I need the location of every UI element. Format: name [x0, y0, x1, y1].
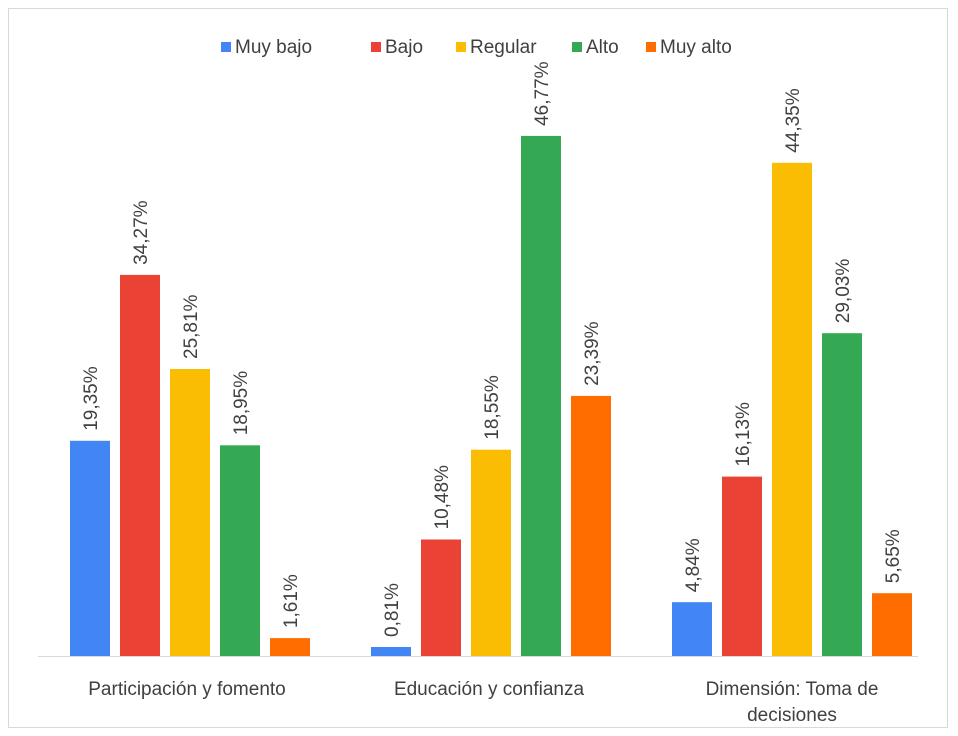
- legend-swatch-regular: [456, 42, 466, 52]
- bar-bajo-1: [120, 274, 160, 656]
- legend-swatch-muy-bajo: [221, 42, 231, 52]
- data-label-regular-2: 18,55%: [482, 375, 503, 440]
- legend-swatch-alto: [572, 42, 582, 52]
- data-label-regular-1: 25,81%: [181, 294, 202, 359]
- data-label-muy-alto-1: 1,61%: [281, 574, 302, 628]
- data-label-bajo-1: 34,27%: [131, 200, 152, 265]
- data-label-muy-alto-2: 23,39%: [582, 321, 603, 386]
- chart-frame: Muy bajo Bajo Regular Alto Muy alto 19,35% 0,…: [8, 8, 948, 728]
- chart-legend: Muy bajo Bajo Regular Alto Muy alto: [221, 37, 732, 58]
- data-label-bajo-3: 16,13%: [733, 402, 754, 467]
- legend-item-bajo: Bajo: [371, 37, 423, 58]
- category-label-1: Participación y fomento: [88, 679, 286, 700]
- bar-muy-bajo-1: [70, 440, 110, 656]
- bar-muy-alto-3: [872, 593, 912, 656]
- legend-label-muy-alto: Muy alto: [660, 37, 732, 58]
- data-label-alto-1: 18,95%: [231, 371, 252, 436]
- bar-regular-1: [170, 369, 210, 656]
- legend-item-muy-bajo: Muy bajo: [221, 37, 312, 58]
- data-label-muy-alto-3: 5,65%: [883, 529, 904, 583]
- data-label-muy-bajo-2: 0,81%: [382, 583, 403, 637]
- category-labels-group: Participación y fomento Educación y confi…: [88, 679, 878, 726]
- bar-alto-2: [521, 135, 561, 656]
- legend-label-regular: Regular: [470, 37, 537, 58]
- legend-label-alto: Alto: [586, 37, 619, 58]
- category-label-3-line-1: Dimensión: Toma de: [706, 679, 879, 700]
- data-label-regular-3: 44,35%: [783, 88, 804, 153]
- legend-item-regular: Regular: [456, 37, 537, 58]
- bar-muy-bajo-2: [371, 647, 411, 656]
- legend-item-alto: Alto: [572, 37, 619, 58]
- legend-swatch-muy-alto: [646, 42, 656, 52]
- category-label-2: Educación y confianza: [394, 679, 585, 700]
- bar-regular-3: [772, 162, 812, 657]
- bar-muy-bajo-3: [672, 602, 712, 656]
- data-label-muy-bajo-3: 4,84%: [683, 538, 704, 592]
- data-label-muy-bajo-1: 19,35%: [81, 366, 102, 431]
- data-label-bajo-2: 10,48%: [432, 465, 453, 530]
- data-label-alto-3: 29,03%: [833, 259, 854, 324]
- data-label-alto-2: 46,77%: [532, 61, 553, 126]
- bar-muy-alto-1: [270, 638, 310, 656]
- legend-label-muy-bajo: Muy bajo: [235, 37, 312, 58]
- bar-alto-3: [822, 333, 862, 656]
- bar-bajo-3: [722, 476, 762, 656]
- bars-group: [70, 135, 912, 657]
- legend-swatch-bajo: [371, 42, 381, 52]
- category-label-3-line-2: decisiones: [747, 705, 837, 726]
- bar-chart: Muy bajo Bajo Regular Alto Muy alto 19,35% 0,…: [38, 37, 918, 726]
- data-labels-group: 19,35% 0,81% 4,84% 34,27% 10,48% 16,13% 25,81%…: [81, 61, 904, 637]
- legend-item-muy-alto: Muy alto: [646, 37, 732, 58]
- bar-alto-1: [220, 445, 260, 656]
- bar-muy-alto-2: [571, 395, 611, 656]
- legend-label-bajo: Bajo: [385, 37, 423, 58]
- bar-bajo-2: [421, 539, 461, 656]
- bar-regular-2: [471, 449, 511, 656]
